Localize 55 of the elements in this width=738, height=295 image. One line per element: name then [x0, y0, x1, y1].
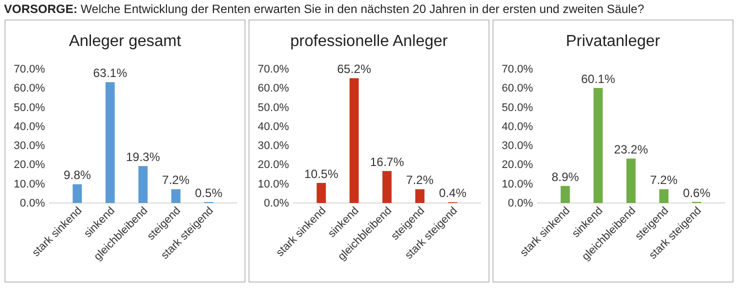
bar [72, 184, 82, 203]
bar [316, 182, 326, 203]
data-label: 0.6% [683, 186, 711, 200]
data-label: 60.1% [581, 72, 616, 86]
bar [560, 186, 570, 203]
y-tick-label: 40.0% [502, 120, 534, 133]
y-tick-label: 50.0% [258, 102, 290, 114]
y-tick-label: 0.0% [20, 198, 46, 210]
data-label: 65.2% [337, 62, 372, 76]
y-tick-label: 50.0% [502, 102, 534, 114]
y-tick-label: 10.0% [258, 178, 290, 190]
data-label: 16.7% [370, 155, 404, 170]
text: VORSORGE: Welche Entwicklung der Renten erwarten Sie in den nächsten 20 Jahren in der ersten und zweiten Säule? [4, 2, 644, 16]
y-tick-label: 60.0% [258, 82, 290, 95]
bar [594, 88, 603, 203]
bar [382, 171, 392, 203]
y-tick-label: 40.0% [14, 120, 46, 133]
y-tick-label: 20.0% [502, 159, 534, 172]
chart-title: Privatanleger [566, 33, 661, 50]
y-tick-label: 70.0% [14, 64, 46, 76]
data-label: 0.4% [439, 186, 467, 200]
bar [415, 189, 424, 203]
y-tick-label: 70.0% [502, 64, 534, 76]
y-tick-label: 20.0% [14, 159, 46, 172]
data-label: 7.2% [406, 173, 434, 188]
bar [171, 189, 180, 203]
data-label: 8.9% [552, 170, 580, 184]
y-tick-label: 0.0% [508, 198, 534, 210]
bar [138, 166, 148, 203]
bar [659, 189, 668, 203]
y-tick-label: 10.0% [14, 178, 46, 190]
y-tick-label: 0.0% [264, 198, 290, 210]
chart-title: professionelle Anleger [290, 33, 448, 50]
data-label: 10.5% [304, 166, 339, 181]
data-label: 23.2% [614, 142, 648, 157]
data-label: 63.1% [93, 66, 128, 80]
y-tick-label: 30.0% [502, 140, 534, 152]
y-tick-label: 50.0% [14, 102, 46, 114]
y-tick-label: 30.0% [14, 140, 46, 152]
y-tick-label: 20.0% [258, 159, 290, 172]
data-label: 9.8% [64, 168, 92, 182]
bar [626, 158, 636, 203]
chart-title: Anleger gesamt [68, 33, 182, 50]
y-tick-label: 60.0% [502, 82, 534, 95]
data-label: 7.2% [162, 173, 190, 188]
y-tick-label: 70.0% [258, 64, 290, 76]
data-label: 7.2% [650, 173, 678, 188]
y-tick-label: 30.0% [258, 140, 290, 152]
y-tick-label: 40.0% [258, 120, 290, 133]
bar [350, 78, 359, 203]
y-tick-label: 10.0% [502, 178, 534, 190]
data-label: 19.3% [126, 150, 160, 164]
bar [106, 82, 115, 203]
y-tick-label: 60.0% [14, 82, 46, 95]
data-label: 0.5% [195, 186, 223, 200]
